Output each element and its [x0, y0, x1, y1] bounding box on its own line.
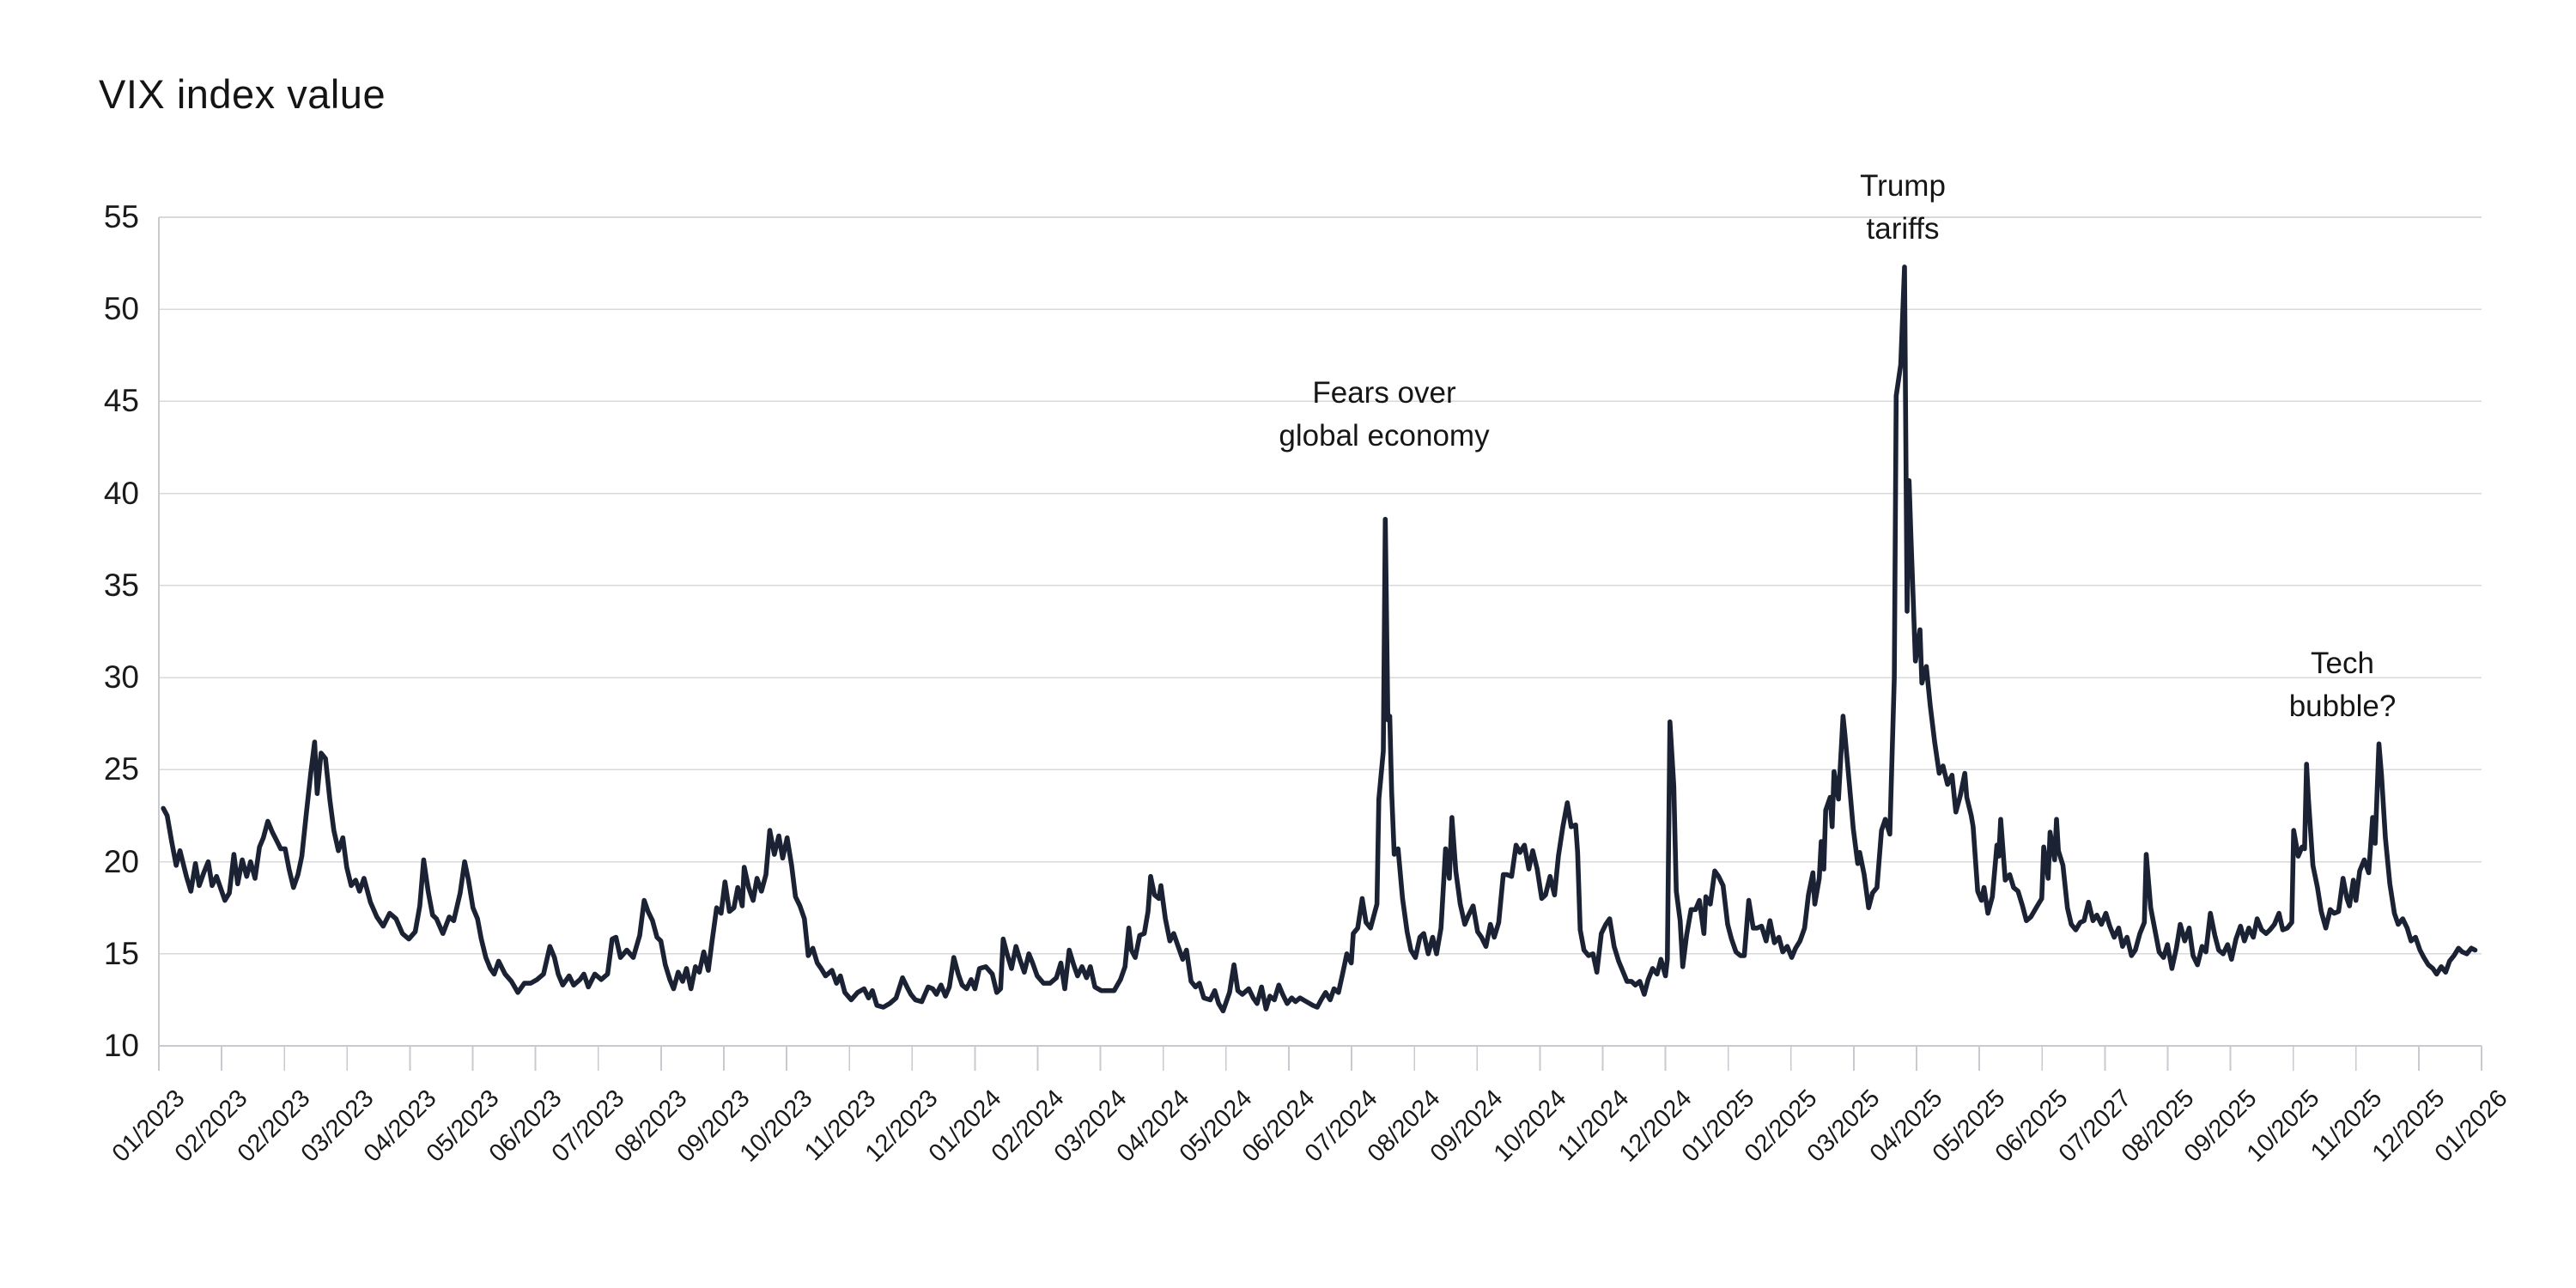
- annotation: Tech bubble?: [2289, 642, 2397, 727]
- y-tick-label-25: 25: [103, 751, 139, 787]
- vix-series-line: [161, 264, 2478, 1014]
- annotation-line: Tech: [2311, 647, 2374, 680]
- y-tick-label-45: 45: [103, 383, 139, 419]
- y-tick-label-10: 10: [103, 1028, 139, 1063]
- annotation-line: bubble?: [2288, 689, 2397, 723]
- annotation-line: tariffs: [1866, 211, 1940, 246]
- y-tick-label-30: 30: [103, 659, 139, 696]
- y-tick-label-20: 20: [103, 843, 139, 879]
- annotation: Trump tariffs: [1860, 165, 1946, 250]
- y-tick-label-40: 40: [103, 475, 139, 511]
- chart-title: VIX index value: [99, 71, 386, 117]
- annotation-line: global economy: [1279, 418, 1490, 453]
- annotation: Fears over global economy: [1279, 372, 1489, 457]
- annotation-line: Fears over: [1312, 376, 1456, 410]
- y-tick-label-15: 15: [103, 935, 139, 971]
- y-tick-label-55: 55: [103, 199, 139, 234]
- y-tick-label-50: 50: [103, 291, 139, 327]
- y-tick-label-35: 35: [103, 567, 139, 603]
- annotation-line: Trump: [1860, 169, 1946, 203]
